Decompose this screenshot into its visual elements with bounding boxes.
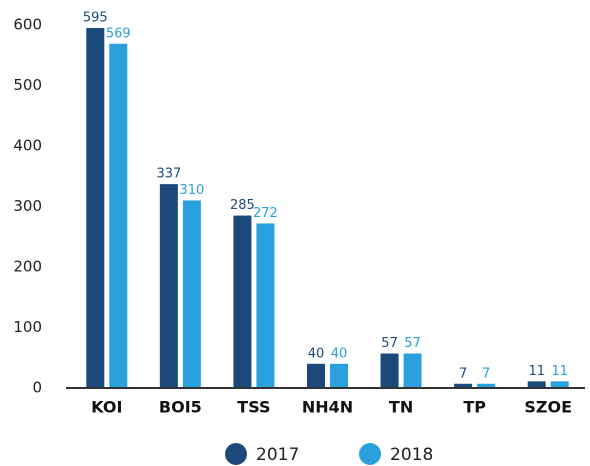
legend-label: 2018 xyxy=(390,445,433,465)
bar xyxy=(380,353,399,388)
value-label: 40 xyxy=(308,346,325,361)
x-tick-label: BOI5 xyxy=(159,398,202,417)
value-label: 595 xyxy=(83,11,108,26)
bar xyxy=(86,28,105,389)
legend-label: 2017 xyxy=(256,445,299,465)
value-label: 11 xyxy=(528,364,545,379)
x-tick-label: TSS xyxy=(237,398,270,417)
x-tick-label: TN xyxy=(389,398,413,417)
y-tick-label: 200 xyxy=(13,258,42,276)
x-tick-label: KOI xyxy=(91,398,122,417)
bar xyxy=(403,353,422,388)
value-label: 337 xyxy=(156,167,181,182)
bar xyxy=(109,43,128,388)
bar xyxy=(182,200,201,388)
value-label: 57 xyxy=(381,336,398,351)
bar xyxy=(454,383,473,388)
value-label: 272 xyxy=(253,206,278,221)
bar xyxy=(550,381,569,388)
x-tick-label: NH4N xyxy=(302,398,353,417)
y-tick-label: 400 xyxy=(13,137,42,155)
bar xyxy=(477,383,496,388)
value-label: 285 xyxy=(230,198,255,213)
bar xyxy=(527,381,546,388)
value-label: 40 xyxy=(331,346,348,361)
value-label: 310 xyxy=(179,183,204,198)
value-label: 569 xyxy=(106,26,131,41)
bar xyxy=(159,184,178,388)
x-tick-label: SZOE xyxy=(524,398,572,417)
bar xyxy=(233,215,252,388)
bar xyxy=(256,223,275,388)
value-label: 7 xyxy=(459,366,467,381)
legend-marker xyxy=(225,443,247,465)
legend-marker xyxy=(359,443,381,465)
y-tick-label: 100 xyxy=(13,318,42,336)
bar xyxy=(307,363,325,388)
y-tick-label: 500 xyxy=(13,76,42,94)
value-label: 7 xyxy=(482,366,490,381)
value-label: 11 xyxy=(551,364,568,379)
y-tick-label: 600 xyxy=(13,16,42,34)
y-tick-label: 300 xyxy=(13,197,42,215)
value-label: 57 xyxy=(404,336,421,351)
x-tick-label: TP xyxy=(463,398,486,417)
bar xyxy=(330,363,348,388)
y-tick-label: 0 xyxy=(32,379,42,397)
